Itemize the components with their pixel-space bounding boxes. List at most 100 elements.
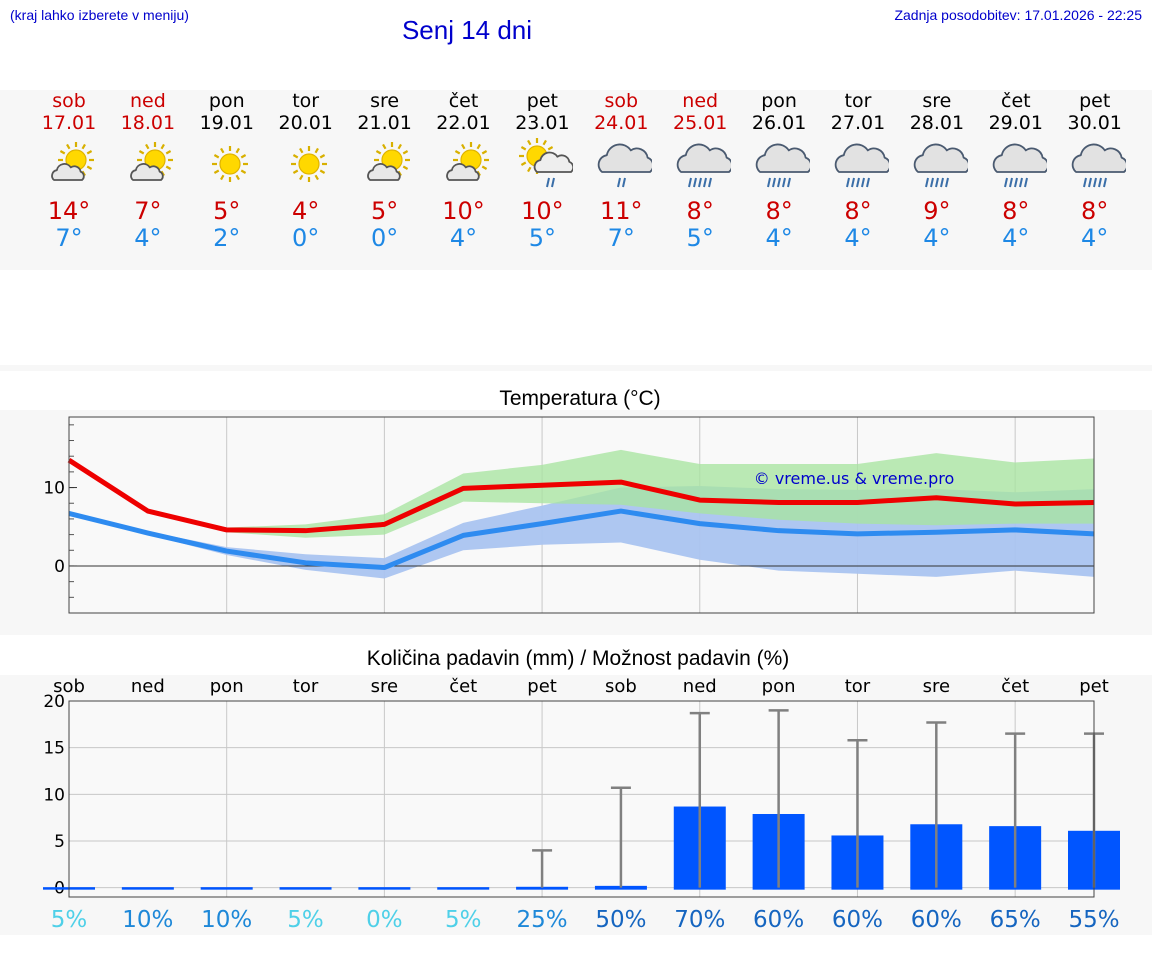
max-temperature: 5° <box>370 197 399 225</box>
day-date: 29.01 <box>988 112 1043 134</box>
cloud-heavy-rain-icon <box>755 143 811 188</box>
precipitation-bar <box>437 887 490 890</box>
location-hint-link[interactable]: (kraj lahko izberete v meniju) <box>10 7 189 23</box>
day-date: 26.01 <box>751 112 807 134</box>
min-temperature: 7° <box>55 224 83 252</box>
min-temperature: 4° <box>844 224 872 252</box>
min-temperature: 4° <box>1081 224 1109 252</box>
max-temperature: 8° <box>765 197 793 225</box>
min-temperature: 0° <box>370 224 399 252</box>
precipitation-probability: 5% <box>445 907 482 933</box>
day-name: tor <box>844 90 872 112</box>
precipitation-probability: 60% <box>832 907 883 933</box>
precipitation-bar <box>358 887 411 890</box>
precipitation-bar <box>200 887 253 890</box>
precipitation-probability: 10% <box>122 907 173 933</box>
page-title: Senj 14 dni <box>401 15 533 45</box>
min-temperature-line <box>68 508 1095 571</box>
precipitation-bar <box>516 886 569 890</box>
day-name: ned <box>682 90 719 112</box>
sun-cloud-icon <box>445 142 489 181</box>
x-category-label: čet <box>1001 676 1029 697</box>
precipitation-probability: 10% <box>201 907 252 933</box>
temperature-chart-title: Temperatura (°C) <box>499 387 661 410</box>
day-name: sob <box>604 90 639 112</box>
day-date: 28.01 <box>909 112 965 134</box>
day-name: ned <box>129 90 166 112</box>
sun-cloud-rain-icon <box>519 138 574 188</box>
y-tick-label: 5 <box>54 832 65 852</box>
max-temperature: 10° <box>442 197 485 225</box>
min-temperature: 4° <box>765 224 793 252</box>
cloud-heavy-rain-icon <box>834 143 889 188</box>
max-range-band <box>69 449 1094 538</box>
max-temperature: 8° <box>844 197 872 225</box>
precipitation-bar <box>121 887 174 890</box>
sun-cloud-icon <box>51 142 94 181</box>
precipitation-probability: 60% <box>753 907 804 933</box>
cloud-heavy-rain-icon <box>1071 143 1126 188</box>
precipitation-probability: 55% <box>1068 907 1119 933</box>
max-temperature: 9° <box>923 197 951 225</box>
temperature-chart: © vreme.us & vreme.pro 0 10 <box>43 416 1095 614</box>
max-temperature: 4° <box>292 197 320 225</box>
min-temperature: 7° <box>607 224 635 252</box>
precipitation-probability: 0% <box>366 907 403 933</box>
min-temperature: 0° <box>292 224 320 252</box>
max-temperature: 8° <box>1081 197 1109 225</box>
min-temperature: 4° <box>1002 224 1030 252</box>
day-name: tor <box>292 90 320 112</box>
x-category-label: sre <box>371 676 398 697</box>
x-category-label: pon <box>762 676 796 697</box>
day-date: 17.01 <box>41 112 97 134</box>
max-temperature: 10° <box>521 197 564 225</box>
day-date: 19.01 <box>199 112 254 134</box>
min-temperature: 4° <box>923 224 951 252</box>
min-temperature: 2° <box>213 224 241 252</box>
watermark-text: © vreme.us & vreme.pro <box>754 469 955 488</box>
max-temperature: 14° <box>47 197 91 225</box>
x-category-label: čet <box>449 676 477 697</box>
y-tick-label: 15 <box>43 739 65 759</box>
precipitation-probability: 65% <box>990 907 1041 933</box>
day-name: pon <box>761 90 797 112</box>
day-name: pon <box>208 90 245 112</box>
precipitation-chart: 05101520sobnedpontorsrečetpetsobnedponto… <box>43 676 1120 933</box>
day-name: pet <box>1079 90 1111 112</box>
x-category-label: sre <box>923 676 950 697</box>
day-date: 27.01 <box>830 112 886 134</box>
cloud-rain-icon <box>598 143 653 188</box>
precipitation-probability: 50% <box>595 907 646 933</box>
precipitation-probability: 60% <box>911 907 962 933</box>
sun-icon <box>211 146 248 182</box>
x-category-label: pon <box>210 676 244 697</box>
cloud-heavy-rain-icon <box>676 143 732 188</box>
x-category-label: pet <box>527 676 557 697</box>
max-temperature: 7° <box>134 197 162 225</box>
day-date: 30.01 <box>1067 112 1122 134</box>
precipitation-bar <box>279 887 332 890</box>
min-temperature: 5° <box>686 224 714 252</box>
precipitation-bar <box>594 885 647 890</box>
x-category-label: sob <box>605 676 637 697</box>
x-category-label: tor <box>845 676 871 697</box>
min-temperature: 4° <box>134 224 162 252</box>
day-name: sob <box>52 90 86 112</box>
precipitation-probability: 70% <box>674 907 725 933</box>
cloud-heavy-rain-icon <box>992 143 1047 188</box>
plot-frame <box>68 700 1095 898</box>
day-date: 25.01 <box>672 112 728 134</box>
day-name: čet <box>1001 90 1031 112</box>
precipitation-probability: 5% <box>51 907 88 933</box>
cloud-heavy-rain-icon <box>913 143 968 188</box>
x-category-label: tor <box>293 676 319 697</box>
y-tick-label: 10 <box>43 479 65 499</box>
precipitation-probability: 25% <box>517 907 568 933</box>
day-date: 23.01 <box>515 112 570 134</box>
max-temperature-line <box>67 458 1095 534</box>
max-temperature: 8° <box>1002 197 1030 225</box>
max-temperature: 5° <box>213 197 241 225</box>
x-category-label: sob <box>53 676 85 697</box>
sun-cloud-icon <box>366 142 410 181</box>
daily-forecast-strip: sob 17.01 14° 7° ned 18.01 7° 4° pon 19.01 5° 2° tor… <box>0 90 1152 270</box>
